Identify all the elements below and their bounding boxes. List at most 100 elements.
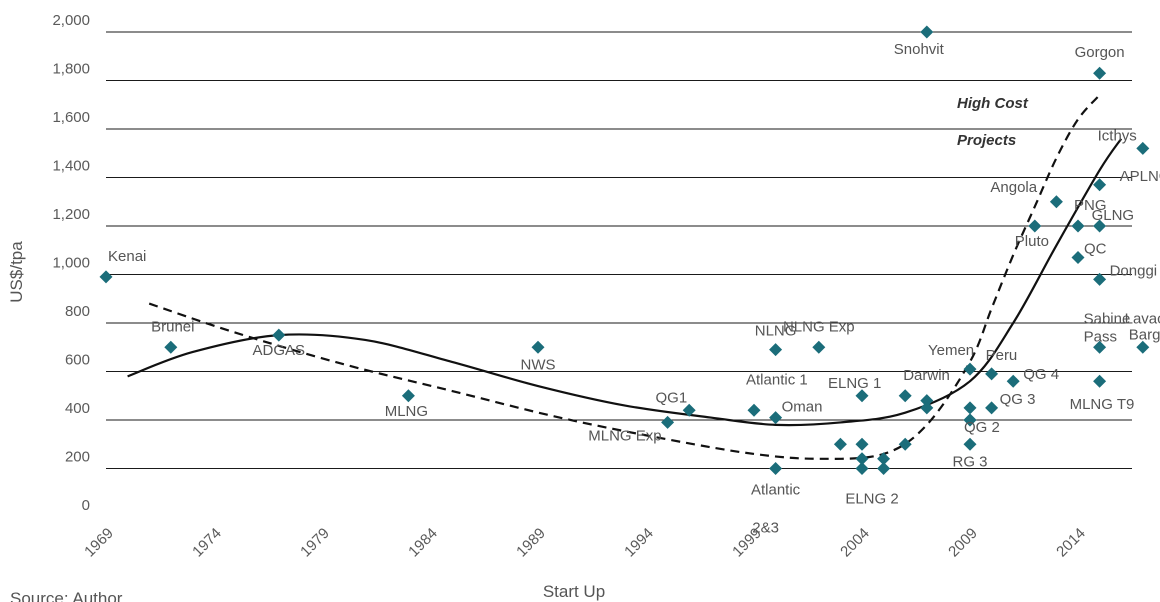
data-point	[747, 403, 761, 417]
data-point	[1093, 340, 1107, 354]
point-label: Angola	[990, 179, 1037, 196]
solid-trend-line	[127, 138, 1123, 427]
data-point	[1136, 340, 1150, 354]
point-label: Yemen	[928, 342, 974, 359]
point-label: Darwin	[903, 367, 950, 384]
data-point	[401, 389, 415, 403]
data-point	[920, 394, 934, 408]
data-point	[855, 452, 869, 466]
annotation-line-1: High Cost	[957, 95, 1029, 112]
point-label: Peru	[986, 347, 1018, 364]
point-label: Barge	[1129, 326, 1160, 343]
point-labels: Kenai Brunei ADGAS MLNG NWS MLNG Exp QG1 Atlant…	[108, 41, 1160, 537]
x-tick-label: 2004	[837, 525, 873, 561]
point-label: Pluto	[1015, 233, 1049, 250]
data-point	[963, 413, 977, 427]
point-label: GLNG	[1092, 207, 1135, 224]
point-label: Atlantic 1	[746, 371, 808, 388]
x-tick-label: 1979	[297, 525, 333, 561]
data-point	[1136, 141, 1150, 155]
point-label: ADGAS	[253, 342, 306, 359]
x-axis-ticks: 1969 1974 1979 1984 1989 1994 1999 2004 2009 2014	[81, 525, 1089, 561]
y-tick-label: 0	[82, 497, 90, 514]
point-label: Gorgon	[1075, 44, 1125, 61]
point-label: MLNG T9	[1070, 396, 1135, 413]
y-axis-ticks: 0 200 400 600 800 1,000 1,200 1,400 1,600 1,800 2,…	[52, 12, 90, 514]
point-label: ELNG 1	[828, 375, 881, 392]
y-axis-label: US$/tpa	[7, 241, 26, 303]
x-tick-label: 2009	[945, 525, 981, 561]
point-label: Lavaca	[1125, 310, 1160, 327]
x-tick-label: 1969	[81, 525, 117, 561]
data-point	[920, 25, 934, 39]
y-tick-label: 800	[65, 303, 90, 320]
trend-curves	[127, 94, 1123, 460]
data-points	[99, 25, 1150, 475]
point-label: QG 3	[1000, 391, 1036, 408]
y-tick-label: 1,000	[52, 255, 90, 272]
data-point	[531, 340, 545, 354]
point-label: NLNG	[755, 323, 797, 340]
data-point	[1028, 219, 1042, 233]
point-label: QC	[1084, 241, 1107, 258]
data-point	[877, 452, 891, 466]
data-point	[963, 362, 977, 376]
y-tick-label: 2,000	[52, 12, 90, 29]
y-tick-label: 1,200	[52, 206, 90, 223]
data-point	[855, 389, 869, 403]
data-point	[769, 462, 783, 475]
y-tick-label: 200	[65, 449, 90, 466]
data-point	[1093, 374, 1107, 388]
data-point	[1093, 178, 1107, 192]
data-point	[1093, 272, 1107, 286]
data-point	[920, 401, 934, 415]
data-point	[898, 389, 912, 403]
data-point	[985, 367, 999, 381]
point-label: Oman	[782, 399, 823, 416]
data-point	[1006, 374, 1020, 388]
data-point	[1093, 219, 1107, 233]
annotation-line-2: Projects	[957, 132, 1016, 149]
data-point	[855, 462, 869, 475]
x-tick-label: 1989	[513, 525, 549, 561]
point-label: 2&3	[752, 520, 779, 537]
data-point	[1071, 251, 1085, 265]
data-point	[898, 437, 912, 451]
point-label: Atlantic	[751, 482, 801, 499]
data-point	[963, 437, 977, 451]
point-label: Brunei	[151, 318, 194, 335]
data-point	[963, 401, 977, 415]
point-label: Icthys	[1098, 127, 1137, 144]
data-point	[769, 411, 783, 425]
y-tick-label: 1,800	[52, 61, 90, 78]
point-label: Pass	[1084, 328, 1117, 345]
data-point	[164, 340, 178, 354]
point-label: PNG	[1074, 197, 1107, 214]
point-label: QG 4	[1023, 366, 1059, 383]
point-label: QG1	[656, 389, 688, 406]
x-axis-label: Start Up	[543, 582, 605, 601]
y-tick-label: 600	[65, 352, 90, 369]
point-label: Kenai	[108, 248, 146, 265]
data-point	[682, 403, 696, 417]
point-label: NWS	[521, 356, 556, 373]
point-label: NLNG Exp	[783, 318, 855, 335]
point-label: RG 3	[952, 453, 987, 470]
data-point	[1049, 195, 1063, 209]
y-tick-label: 400	[65, 400, 90, 417]
data-point	[1071, 219, 1085, 233]
point-label: Sabine	[1084, 310, 1131, 327]
data-point	[769, 343, 783, 357]
point-label: QG 2	[964, 419, 1000, 436]
source-note: Source: Author	[10, 589, 123, 602]
dashed-trend-line	[148, 94, 1101, 460]
x-tick-label: 2014	[1053, 525, 1089, 561]
data-point	[272, 328, 286, 342]
x-tick-label: 1984	[405, 525, 441, 561]
point-label: Donggi	[1110, 262, 1158, 279]
y-tick-label: 1,600	[52, 109, 90, 126]
point-label: MLNG	[385, 403, 428, 420]
point-label: APLNG	[1120, 168, 1160, 185]
data-point	[877, 462, 891, 475]
